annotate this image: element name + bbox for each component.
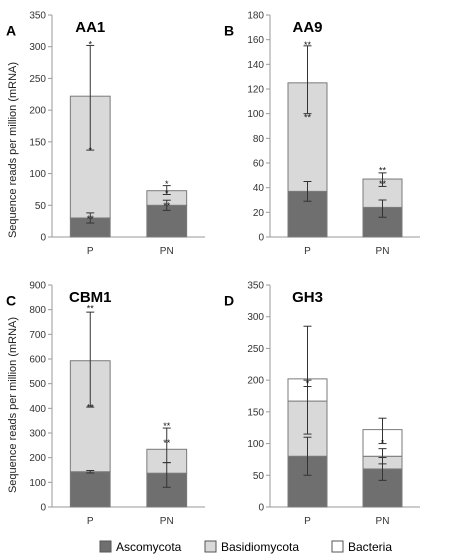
y-tick-label: 700 (29, 330, 46, 341)
panel-letter: A (6, 22, 16, 38)
y-tick-label: 60 (253, 159, 265, 170)
y-tick-label: 300 (247, 312, 264, 323)
significance-marker: * (88, 39, 92, 49)
y-tick-label: 0 (40, 503, 46, 514)
panel-title: AA1 (75, 19, 105, 36)
panel-gh3: 0 50 100 150 200 250 300 350 P PN * * GH3 D (224, 281, 420, 527)
y-tick-label: 150 (29, 137, 46, 148)
significance-marker: * (88, 145, 92, 155)
x-tick-label: P (304, 246, 311, 257)
y-tick-label: 500 (29, 379, 46, 390)
x-tick-label: PN (160, 246, 174, 257)
y-tick-label: 120 (247, 85, 264, 96)
significance-marker: ** (304, 40, 312, 50)
y-tick-label: 100 (29, 478, 46, 489)
significance-marker: ** (163, 421, 171, 431)
legend-swatch (331, 540, 344, 553)
y-tick-label: 50 (35, 201, 47, 212)
y-tick-label: 140 (247, 60, 264, 71)
y-tick-label: 200 (29, 106, 46, 117)
y-tick-label: 250 (247, 344, 264, 355)
panel-letter: C (6, 292, 16, 308)
legend-item-basidiomycota: Basidiomycota (204, 540, 299, 554)
significance-marker: ** (87, 304, 95, 314)
legend-item-ascomycota: Ascomycota (99, 540, 182, 554)
significance-marker: * (306, 379, 310, 389)
significance-marker: ** (379, 179, 387, 189)
significance-marker: ** (163, 201, 171, 211)
y-tick-label: 150 (247, 407, 264, 418)
y-tick-label: 200 (29, 453, 46, 464)
y-tick-label: 160 (247, 35, 264, 46)
y-tick-label: 350 (247, 281, 264, 292)
x-tick-label: PN (160, 516, 174, 527)
y-tick-label: 300 (29, 42, 46, 53)
y-tick-label: 0 (40, 233, 46, 244)
panel-letter: B (224, 22, 234, 38)
y-tick-label: 100 (29, 169, 46, 180)
significance-marker: ** (87, 402, 95, 412)
legend-label: Ascomycota (116, 540, 182, 554)
panel-title: GH3 (292, 289, 323, 306)
x-tick-label: P (87, 246, 94, 257)
significance-marker: ** (87, 214, 95, 224)
panel-title: CBM1 (69, 289, 112, 306)
legend-swatch (204, 540, 217, 553)
y-tick-label: 0 (258, 503, 264, 514)
legend-item-bacteria: Bacteria (331, 540, 392, 554)
panel-aa9: 0 20 40 60 80 100 120 140 160 180 P PN ** ** ** ** AA9 B (224, 11, 420, 257)
significance-marker: ** (304, 113, 312, 123)
y-tick-label: 50 (253, 471, 265, 482)
y-tick-label: 100 (247, 109, 264, 120)
y-tick-label: 400 (29, 404, 46, 415)
legend-swatch (99, 540, 112, 553)
y-tick-label: 200 (247, 376, 264, 387)
bar-ascomycota-pn (146, 204, 188, 238)
y-tick-label: 20 (253, 208, 265, 219)
bar-basidiomycota-p (69, 95, 111, 219)
legend: Ascomycota Basidiomycota Bacteria (99, 540, 392, 554)
y-tick-label: 250 (29, 74, 46, 85)
panel-letter: D (224, 292, 234, 308)
y-tick-label: 40 (253, 183, 265, 194)
legend-label: Bacteria (348, 540, 392, 554)
significance-marker: * (165, 179, 169, 189)
y-tick-label: 0 (258, 233, 264, 244)
y-tick-label: 900 (29, 281, 46, 292)
legend-label: Basidiomycota (221, 540, 299, 554)
y-tick-label: 800 (29, 305, 46, 316)
y-tick-label: 600 (29, 355, 46, 366)
significance-marker: ** (379, 166, 387, 176)
significance-marker: * (165, 189, 169, 199)
x-tick-label: P (304, 516, 311, 527)
y-tick-label: 100 (247, 439, 264, 450)
y-axis-label-bottom: Sequence reads per million (mRNA) (7, 317, 19, 493)
x-tick-label: PN (376, 246, 390, 257)
bar-ascomycota-p (69, 471, 111, 508)
y-tick-label: 80 (253, 134, 265, 145)
y-axis-label-top: Sequence reads per million (mRNA) (7, 62, 19, 238)
y-tick-label: 300 (29, 429, 46, 440)
significance-marker: * (381, 438, 385, 448)
y-tick-label: 180 (247, 11, 264, 22)
x-tick-label: PN (376, 516, 390, 527)
x-tick-label: P (87, 516, 94, 527)
y-tick-label: 350 (29, 11, 46, 22)
panel-title: AA9 (292, 19, 322, 36)
significance-marker: ** (163, 438, 171, 448)
